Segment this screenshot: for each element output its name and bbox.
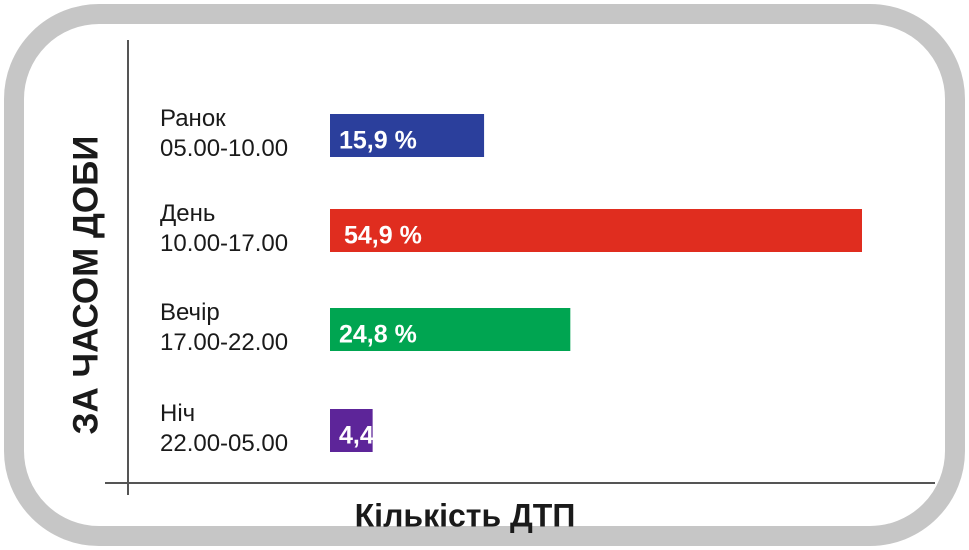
category-label: Вечір 17.00-22.00	[160, 299, 289, 356]
category-label: День 10.00-17.00	[160, 200, 289, 257]
value-label: 54,9 %	[344, 222, 422, 250]
bar	[330, 409, 373, 452]
value-label: 15,9 %	[339, 127, 417, 155]
frame	[4, 4, 965, 546]
value-label: 24,8 %	[339, 321, 417, 349]
y-axis-title: ЗА ЧАСОМ ДОБИ	[66, 136, 105, 435]
category-label: Ранок 05.00-10.00	[160, 105, 289, 162]
bar	[330, 114, 485, 157]
bar	[330, 308, 571, 351]
value-label: 4,4 %	[339, 422, 403, 450]
x-axis-title: Кількість ДТП	[355, 497, 576, 533]
category-label: Ніч 22.00-05.00	[160, 400, 289, 457]
bar	[330, 209, 862, 252]
